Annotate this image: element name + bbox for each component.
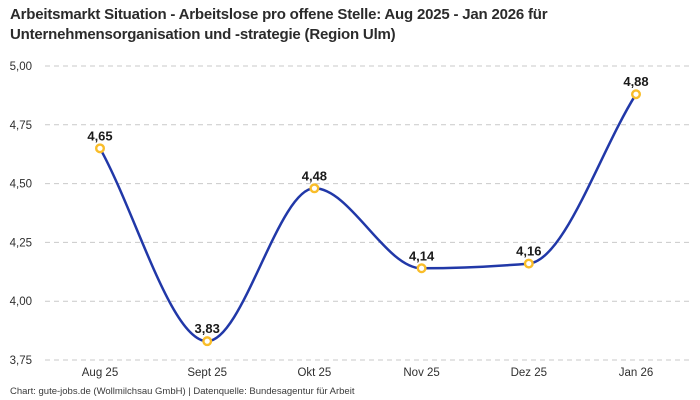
- y-axis-tick-label: 3,75: [10, 355, 32, 367]
- chart-title: Arbeitsmarkt Situation - Arbeitslose pro…: [10, 6, 548, 43]
- data-point-label: 4,65: [87, 128, 112, 143]
- x-axis-label: Sept 25: [187, 367, 227, 379]
- data-point-marker: [202, 336, 213, 347]
- data-point-marker: [523, 258, 534, 269]
- data-point-marker: [94, 143, 105, 154]
- data-point-marker: [631, 89, 642, 100]
- trend-line: [98, 92, 638, 343]
- data-point-label: 4,14: [409, 248, 435, 263]
- data-point-label: 4,88: [623, 74, 648, 89]
- x-axis-label: Aug 25: [82, 367, 118, 379]
- data-point-label: 4,16: [516, 244, 541, 259]
- y-axis-tick-label: 4,50: [10, 179, 32, 191]
- y-axis-tick-label: 4,75: [10, 120, 32, 132]
- y-axis-tick-label: 4,25: [10, 237, 32, 249]
- data-point-marker: [416, 263, 427, 274]
- y-axis-tick-label: 5,00: [10, 61, 32, 73]
- x-axis-label: Nov 25: [403, 367, 439, 379]
- y-axis-tick-label: 4,00: [10, 296, 32, 308]
- data-point-label: 3,83: [195, 321, 220, 336]
- chart-attribution: Chart: gute-jobs.de (Wollmilchsau GmbH) …: [10, 386, 355, 397]
- x-axis-label: Okt 25: [297, 367, 331, 379]
- data-point-label: 4,48: [302, 168, 327, 183]
- x-axis-label: Dez 25: [511, 367, 547, 379]
- data-point-marker: [309, 183, 320, 194]
- x-axis-label: Jan 26: [619, 367, 654, 379]
